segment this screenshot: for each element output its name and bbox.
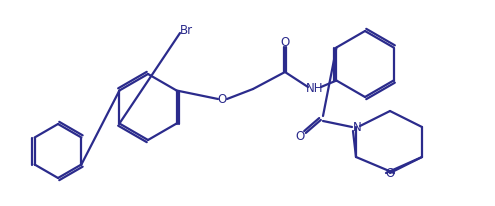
Text: O: O bbox=[296, 130, 304, 143]
Text: O: O bbox=[280, 36, 290, 49]
Text: Br: Br bbox=[180, 23, 193, 36]
Text: O: O bbox=[217, 93, 227, 106]
Text: N: N bbox=[352, 121, 361, 134]
Text: NH: NH bbox=[306, 82, 324, 95]
Text: O: O bbox=[386, 167, 395, 180]
